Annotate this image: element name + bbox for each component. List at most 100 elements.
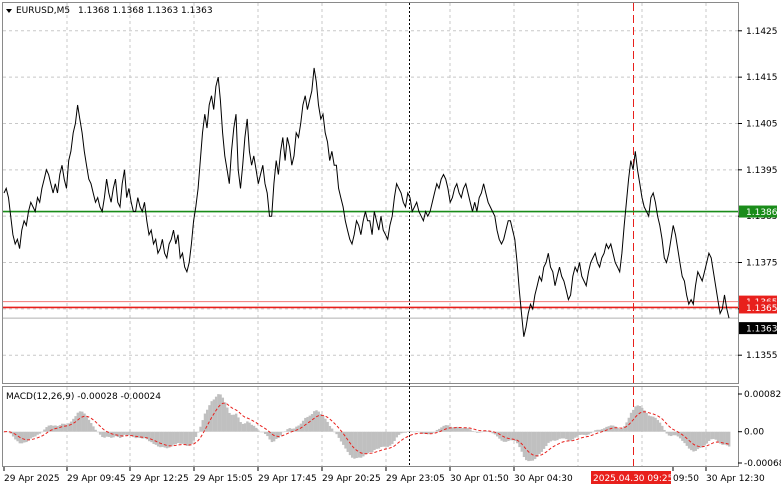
macd-histogram-bar: [672, 431, 675, 436]
macd-histogram-bar: [7, 431, 10, 433]
macd-histogram-bar: [525, 431, 528, 461]
symbol-label[interactable]: EURUSD,M5: [16, 6, 70, 16]
macd-histogram-bar: [90, 423, 93, 432]
price-levels: [3, 210, 738, 319]
macd-histogram-bar: [239, 422, 242, 432]
price-tick-label: 1.1355: [746, 351, 778, 361]
macd-histogram-bar: [658, 422, 662, 432]
time-tick-label: 29 Apr 20:25: [322, 474, 381, 484]
macd-histogram-bar: [219, 394, 222, 432]
macd-histogram-bar: [49, 425, 53, 432]
macd-histogram-bar: [473, 431, 477, 433]
macd-histogram-bar: [647, 415, 651, 432]
macd-axis[interactable]: 0.00082 0.00 -0.00068: [738, 390, 781, 469]
macd-histogram-bar: [391, 431, 394, 444]
macd-histogram-bar: [261, 431, 265, 433]
macd-histogram-bar: [156, 431, 160, 447]
macd-histogram-bar: [464, 427, 468, 432]
macd-histogram-bar: [400, 431, 403, 434]
macd-histogram-bar: [119, 431, 122, 438]
macd-tick-label: 0.00082: [744, 390, 781, 400]
macd-histogram-bar: [43, 429, 46, 432]
macd-histogram-bar: [409, 430, 412, 432]
green-level-tag: 1.1386: [746, 208, 778, 218]
macd-histogram-bar: [103, 431, 106, 438]
macd-histogram-bar: [212, 399, 216, 432]
macd-histogram-bar: [620, 428, 624, 432]
macd-histogram-bar: [636, 405, 639, 432]
macd-histogram-bar: [232, 414, 236, 432]
macd-histogram-bar: [458, 427, 461, 432]
macd-histogram-bar: [259, 431, 262, 433]
macd-histogram-bar: [699, 431, 702, 448]
macd-histogram-bar: [306, 416, 309, 432]
macd-histogram-bar: [467, 428, 470, 432]
macd-histogram-bar: [56, 426, 59, 432]
symbol-dropdown-icon[interactable]: [6, 9, 12, 13]
macd-histogram-bar: [228, 412, 231, 432]
macd-histogram-bar: [81, 411, 84, 432]
macd-histogram-bar: [522, 431, 526, 458]
macd-histogram-bar: [134, 431, 138, 439]
macd-histogram-bar: [516, 431, 519, 444]
macd-histogram-bar: [27, 431, 30, 441]
macd-histogram-bar: [114, 431, 117, 437]
macd-histogram-bar: [235, 413, 238, 432]
macd-histogram-bar: [453, 427, 457, 432]
macd-histogram-bar: [72, 418, 75, 432]
macd-histogram-bar: [415, 431, 419, 433]
macd-histogram-bar: [676, 431, 680, 437]
macd-histogram-bar: [123, 431, 126, 435]
macd-histogram-bar: [223, 402, 227, 432]
macd-histogram-bar: [507, 431, 510, 442]
macd-histogram-bar: [623, 426, 626, 432]
macd-histogram-bar: [319, 413, 323, 432]
macd-histogram-bar: [482, 430, 486, 432]
macd-histogram-bar: [634, 406, 637, 432]
macd-histogram-bar: [612, 425, 615, 432]
macd-histogram-bar: [585, 431, 588, 436]
macd-histogram-bar: [203, 413, 207, 432]
macd-histogram-bar: [520, 431, 523, 452]
macd-histogram-bar: [136, 431, 140, 438]
macd-histogram-bar: [67, 423, 71, 432]
macd-histogram-bar: [199, 426, 202, 432]
macd-histogram-bar: [105, 431, 109, 437]
macd-histogram-bar: [76, 412, 80, 432]
time-axis[interactable]: 29 Apr 2025 29 Apr 09:45 29 Apr 12:25 29 Ap…: [3, 467, 765, 484]
macd-histogram-bar: [674, 431, 677, 436]
macd-histogram-bar: [614, 426, 617, 432]
macd-histogram-bar: [342, 431, 345, 445]
macd-histogram-bar: [87, 419, 91, 432]
macd-histogram-bar: [478, 431, 481, 433]
macd-histogram-bar: [670, 431, 673, 437]
macd-histogram-bar: [422, 431, 425, 434]
macd-histogram-bar: [101, 431, 104, 438]
time-highlight-bg: [591, 471, 671, 484]
main-pane-frame: [2, 2, 739, 384]
macd-histogram-bar: [78, 411, 82, 432]
macd-histogram-bar: [344, 431, 347, 449]
macd-histogram-bar: [290, 428, 294, 432]
macd-histogram-bar: [652, 416, 655, 432]
macd-histogram-bar: [533, 431, 537, 460]
macd-histogram-bar: [438, 428, 441, 432]
macd-histogram-bar: [226, 407, 229, 432]
price-grid: [3, 3, 738, 466]
macd-histogram-bar: [355, 431, 358, 459]
macd-histogram-bar: [442, 425, 445, 432]
macd-histogram-bar: [603, 428, 606, 432]
time-tick-label: 29 Apr 09:45: [67, 474, 126, 484]
macd-histogram-bar: [206, 409, 209, 432]
macd-histogram-bar: [317, 411, 320, 432]
macd-histogram-bar: [241, 423, 245, 432]
time-tick-label: 29 Apr 17:45: [258, 474, 317, 484]
macd-histogram-bar: [371, 431, 374, 453]
macd-histogram-bar: [335, 431, 338, 435]
macd-histogram-bar: [362, 431, 365, 457]
macd-histogram-bar: [678, 431, 682, 439]
macd-histogram-bar: [85, 416, 88, 432]
macd-histogram-bar: [264, 431, 267, 435]
